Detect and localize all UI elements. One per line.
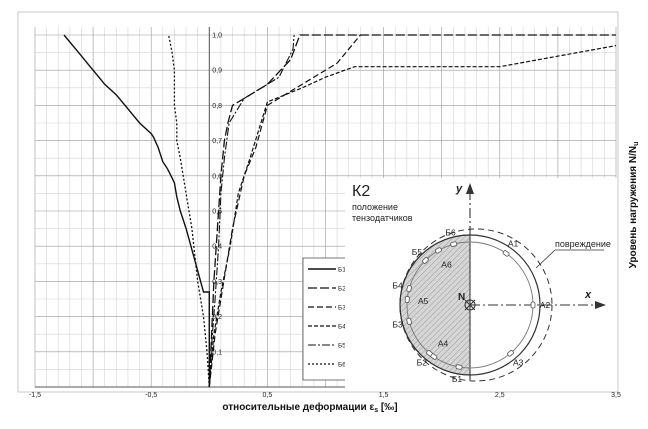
y-tick-label: 0,7	[212, 138, 222, 145]
force-point	[464, 299, 476, 311]
x-axis-label-unit: [‰]	[378, 402, 397, 413]
strain-gauge	[450, 241, 458, 247]
force-label: N	[458, 292, 465, 303]
strain-gauge	[422, 257, 429, 264]
y-tick-label: 1,0	[212, 33, 222, 40]
strain-gauge	[502, 250, 510, 257]
strain-gauge	[406, 317, 412, 325]
strain-gauge	[406, 285, 412, 293]
strain-gauge	[530, 301, 536, 309]
inset-diagram: К2 положение тензодатчиков y x N повреж	[345, 178, 617, 390]
strain-gauge	[435, 247, 442, 254]
gauge-label: А4	[438, 339, 449, 349]
x-tick-label: -1,5	[29, 392, 41, 399]
x-tick-label: -0,5	[145, 392, 157, 399]
legend-label: Б4	[338, 324, 346, 331]
strain-gauge	[507, 350, 514, 357]
inset-background	[345, 178, 617, 390]
y-tick-label: 0,8	[212, 103, 222, 110]
series-line-Б1	[63, 34, 210, 387]
gauge-label: А1	[508, 239, 519, 249]
gauge-label: Б3	[392, 319, 403, 329]
x-tick-label: 2,5	[495, 392, 505, 399]
x-axis-label-sub: s	[374, 407, 378, 414]
legend-label: Б5	[338, 343, 346, 350]
gauge-label: А3	[513, 357, 524, 367]
gauge-label: Б5	[412, 247, 423, 257]
strain-gauges: Б1 Б2 Б3 Б4 Б5 Б6 А1 А2 А3 А4 А5 А6	[392, 228, 550, 384]
force-cross-2	[464, 299, 476, 311]
y-axis-label-sub: u	[633, 142, 640, 146]
strain-gauge	[404, 296, 410, 303]
inset-y-label: y	[455, 183, 463, 195]
inset-x-label: x	[584, 289, 592, 301]
legend-label: Б6	[338, 362, 346, 369]
legend-label: Б1	[338, 267, 346, 274]
y-tick-label: 0,5	[212, 209, 222, 216]
inset-y-arrow	[466, 183, 474, 194]
gauge-label: Б4	[392, 281, 403, 291]
gauge-label: Б2	[417, 357, 428, 367]
gauge-label: А2	[540, 300, 551, 310]
y-tick-label: 0,4	[212, 244, 222, 251]
x-axis-label: относительные деформации ε	[222, 401, 374, 413]
inset-subtitle-2: тензодатчиков	[352, 213, 413, 223]
inset-title: К2	[352, 183, 370, 200]
series-line-Б4	[208, 45, 617, 388]
x-tick-label: 0,5	[263, 392, 273, 399]
gauge-label: А5	[418, 296, 429, 306]
legend-label: Б3	[338, 305, 346, 312]
series-line-Б2	[208, 34, 616, 388]
y-tick-label: 0,6	[212, 173, 222, 180]
inset-subtitle-1: положение	[352, 202, 398, 212]
y-axis-title: Уровень нагружения N/Nu	[628, 142, 640, 269]
x-axis-title: относительные деформации εs [‰]	[222, 401, 397, 414]
series-lines	[63, 34, 617, 388]
gauge-label: А6	[441, 259, 452, 269]
legend-items: Б1 Б2 Б3 Б4 Б5 Б6	[308, 267, 346, 369]
y-tick-label: 0,9	[212, 68, 222, 75]
strain-gauge	[430, 353, 438, 360]
inset-x-arrow	[595, 301, 606, 309]
series-line-Б6	[167, 34, 210, 388]
y-axis-label: Уровень нагружения N/N	[628, 146, 639, 269]
tick-labels: -1,5 -0,5 0,5 1,5 2,5 3,50,10,20,30,40,50,60,…	[29, 33, 621, 400]
gauge-label: Б6	[445, 228, 456, 238]
legend-label: Б2	[338, 286, 346, 293]
damage-label: повреждение	[555, 239, 611, 249]
gauge-label: Б1	[452, 374, 463, 384]
series-line-Б5	[208, 34, 295, 388]
y-tick-label: 0,1	[212, 349, 222, 356]
series-line-Б3	[208, 34, 361, 388]
strain-gauge	[455, 364, 463, 370]
damage-leader-2	[535, 249, 556, 269]
x-tick-label: 3,5	[611, 392, 621, 399]
x-tick-label: 1,5	[379, 392, 389, 399]
y-tick-label: 0,3	[212, 279, 222, 286]
